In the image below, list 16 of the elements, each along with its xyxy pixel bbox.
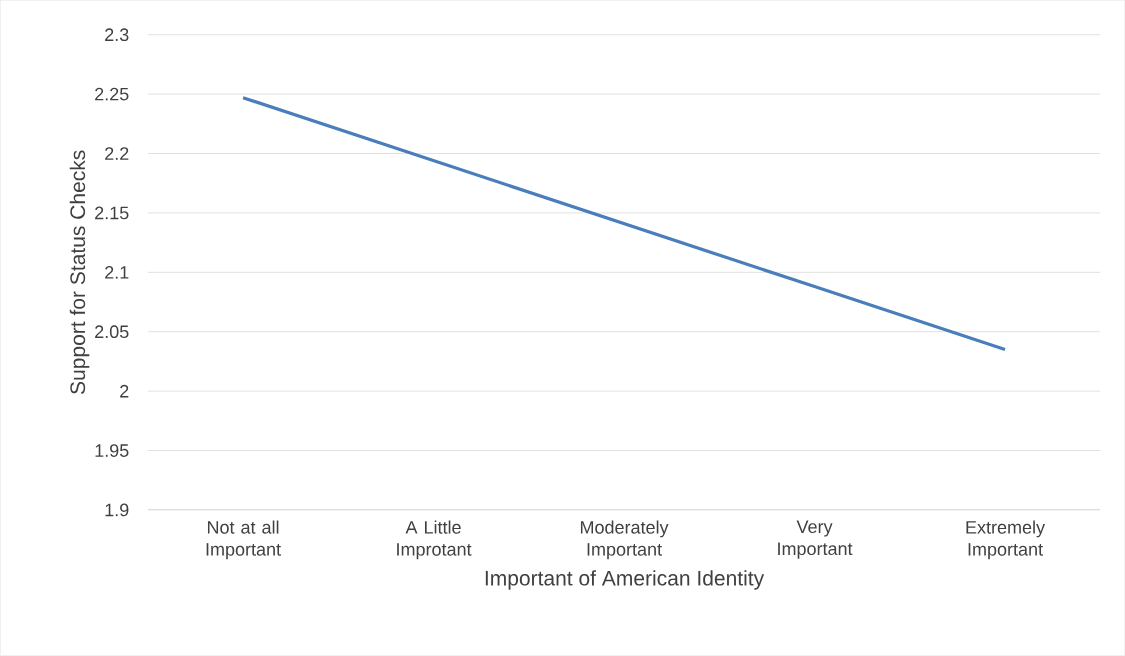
x-tick-label: Not at all Important <box>206 520 281 560</box>
x-tick-label: Moderately Important <box>580 520 669 560</box>
y-tick-label: 2.05 <box>95 325 129 339</box>
y-axis-title: Support for Status Checks <box>69 150 90 395</box>
y-tick-label: 2.15 <box>95 206 129 220</box>
y-tick-label: 2.1 <box>105 266 129 279</box>
y-tick-label: 1.95 <box>95 444 129 458</box>
x-tick-label: Very Important <box>778 520 853 559</box>
y-tick-label: 2 <box>120 384 129 398</box>
x-tick-label: A Little Improtant <box>397 520 472 560</box>
x-tick-label: Extremely Important <box>966 520 1046 560</box>
y-tick-label: 2.25 <box>95 87 129 101</box>
y-tick-label: 2.3 <box>105 28 129 42</box>
y-tick-label: 2.2 <box>105 147 129 160</box>
y-tick-label: 1.9 <box>105 503 129 517</box>
x-axis-title: Important of American Identity <box>485 570 765 590</box>
